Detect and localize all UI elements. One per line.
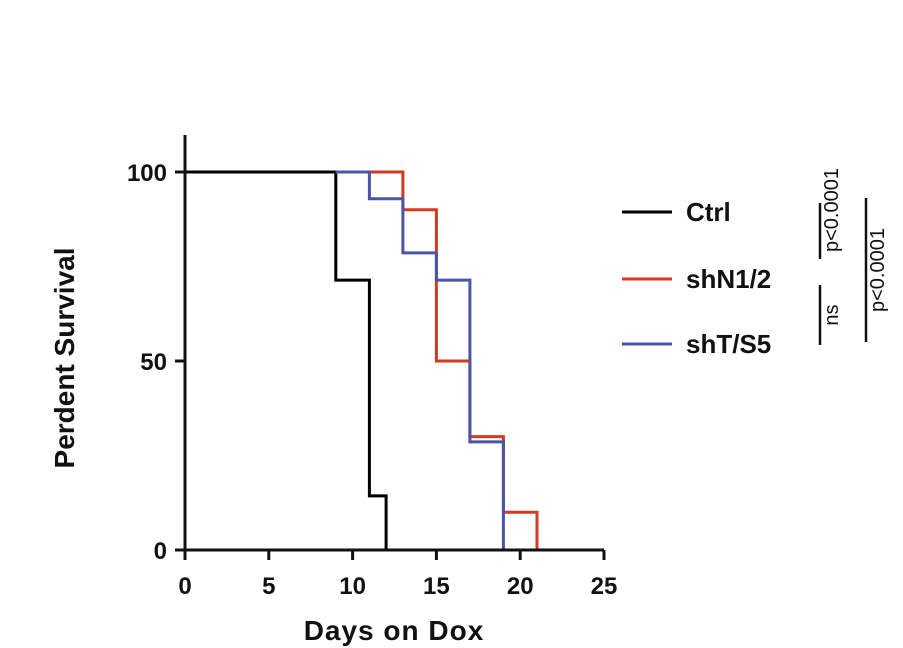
- x-tick-label: 5: [262, 573, 275, 600]
- x-axis-title: Days on Dox: [304, 615, 485, 646]
- axes-layer: [183, 135, 604, 552]
- y-tick-label: 0: [154, 538, 167, 565]
- legend-label-shn12: shN1/2: [686, 264, 771, 294]
- legend: Ctrl shN1/2 shT/S5: [622, 197, 771, 359]
- x-tick-label: 15: [423, 573, 450, 600]
- series-line-shts5: [335, 170, 505, 550]
- legend-label-shts5: shT/S5: [686, 329, 771, 359]
- series-layer: [185, 170, 539, 550]
- y-axis-title: Perdent Survival: [49, 248, 80, 469]
- legend-label-ctrl: Ctrl: [686, 197, 731, 227]
- x-tick-label: 20: [507, 573, 534, 600]
- x-tick-label: 10: [339, 573, 366, 600]
- y-tick-label: 100: [127, 160, 167, 187]
- x-tick-label: 0: [178, 573, 191, 600]
- stat-label-ctrl-vs-shn12: p<0.0001: [821, 168, 843, 252]
- stat-label-ns: ns: [821, 304, 843, 325]
- ticks-layer: 0 5 10 15 20 25 0 50 100: [127, 160, 617, 600]
- y-tick-label: 50: [140, 349, 167, 376]
- x-tick-label: 25: [591, 573, 618, 600]
- series-line-ctrl: [185, 170, 388, 550]
- significance-annotations: ns p<0.0001 p<0.0001: [818, 168, 889, 345]
- series-line-shn12: [335, 170, 539, 550]
- stat-label-ctrl-vs-shts5: p<0.0001: [867, 228, 889, 312]
